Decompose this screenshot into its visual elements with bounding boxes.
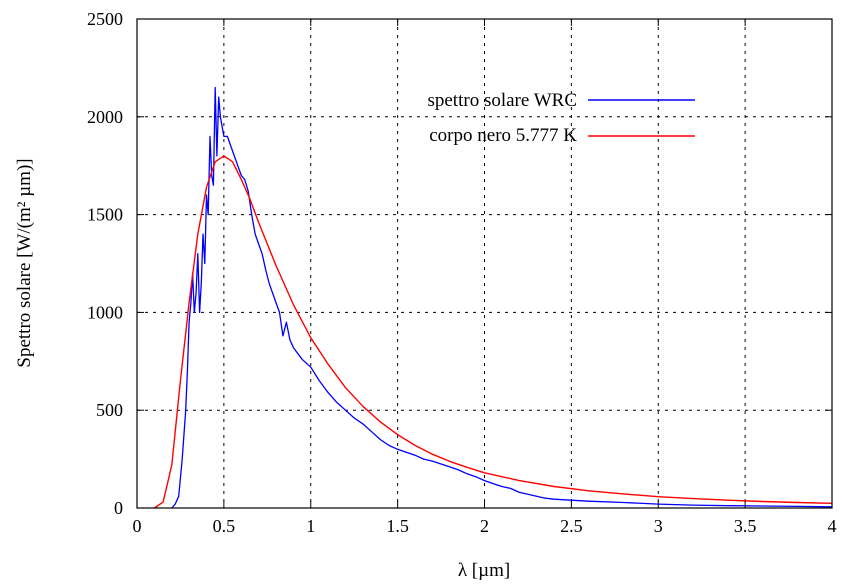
tick-labels: 0 0.5 1 1.5 2 2.5 3 3.5 4 0 500 1000 1500 2000 2500 <box>87 9 837 536</box>
y-tick-label: 0 <box>114 498 123 518</box>
ticks <box>136 18 833 509</box>
x-tick-label: 4 <box>828 516 837 536</box>
x-tick-label: 3.5 <box>734 516 757 536</box>
y-tick-label: 1000 <box>87 302 123 322</box>
legend-label-blackbody: corpo nero 5.777 K <box>429 125 577 146</box>
x-tick-label: 1 <box>306 516 315 536</box>
y-tick-label: 2000 <box>87 107 123 127</box>
series-layer <box>154 86 833 509</box>
x-tick-label: 0.5 <box>213 516 236 536</box>
x-tick-label: 2 <box>480 516 489 536</box>
legend: spettro solare WRC corpo nero 5.777 K <box>427 90 695 146</box>
y-tick-label: 500 <box>96 400 123 420</box>
x-tick-label: 1.5 <box>386 516 409 536</box>
y-axis-label: Spettro solare [W/(m² µm)] <box>14 158 35 367</box>
series-line-wrc <box>171 86 833 509</box>
series-line-blackbody <box>154 155 833 509</box>
legend-label-wrc: spettro solare WRC <box>427 90 577 111</box>
y-tick-label: 2500 <box>87 9 123 29</box>
x-tick-label: 0 <box>133 516 142 536</box>
x-tick-label: 2.5 <box>560 516 583 536</box>
x-axis-label: λ [µm] <box>458 560 510 581</box>
x-tick-label: 3 <box>654 516 663 536</box>
y-tick-label: 1500 <box>87 205 123 225</box>
